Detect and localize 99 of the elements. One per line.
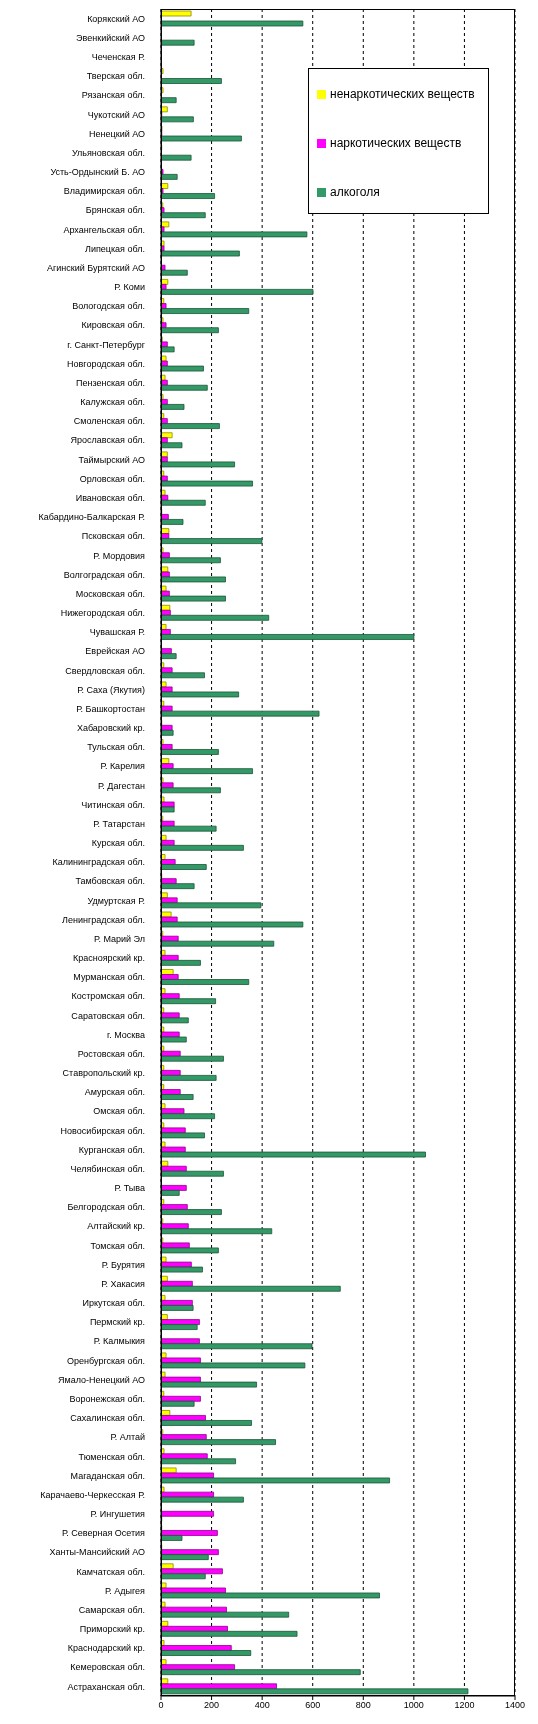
y-tick-label: Пензенская обл.	[76, 377, 145, 388]
y-tick-label: Челябинская обл.	[70, 1163, 145, 1174]
y-tick-label: Красноярский кр.	[72, 953, 145, 964]
y-tick-label: Сахалинская обл.	[70, 1413, 145, 1424]
y-tick-label: Р. Адыгея	[105, 1585, 146, 1596]
y-tick-label: Усть-Ордынский Б. АО	[50, 167, 145, 178]
x-tick-label: 0	[158, 1700, 164, 1711]
y-tick-label: Владимирская обл.	[63, 186, 145, 197]
y-tick-label: Омская обл.	[93, 1106, 145, 1117]
y-tick-label: Ростовская обл.	[77, 1048, 145, 1059]
y-tick-label: Р. Калмыкия	[93, 1336, 146, 1347]
y-tick-label: Корякский АО	[87, 13, 145, 24]
y-tick-label: Архангельская обл.	[63, 224, 145, 235]
y-tick-label: Р. Алтай	[110, 1432, 145, 1443]
y-tick-label: Кемеровская обл.	[70, 1662, 145, 1673]
y-tick-label: Ненецкий АО	[89, 128, 145, 139]
y-tick-label: Агинский Бурятский АО	[47, 262, 145, 273]
legend-label: наркотических веществ	[330, 136, 462, 150]
y-tick-label: Мурманская обл.	[73, 972, 145, 983]
y-tick-label: Чеченская Р.	[91, 52, 145, 63]
legend-label: алкоголя	[330, 185, 380, 199]
y-tick-label: Р. Тыва	[114, 1183, 145, 1194]
y-tick-label: Р. Карелия	[100, 761, 146, 772]
x-tick-label: 1400	[504, 1700, 526, 1711]
y-tick-label: Иркутская обл.	[82, 1298, 145, 1309]
y-tick-label: Чукотский АО	[87, 109, 145, 120]
y-tick-label: Вологодская обл.	[72, 301, 145, 312]
y-tick-label: Московская обл.	[75, 588, 145, 599]
y-tick-label: Приморский кр.	[79, 1624, 145, 1635]
y-tick-label: Ставропольский кр.	[62, 1068, 145, 1079]
y-tick-label: Тульская обл.	[87, 742, 145, 753]
y-tick-label: Ямало-Ненецкий АО	[58, 1374, 145, 1385]
y-tick-label: Нижегородская обл.	[60, 608, 145, 619]
y-tick-label: Ханты-Мансийский АО	[49, 1547, 145, 1558]
y-tick-label: Брянская обл.	[85, 205, 145, 216]
y-tick-label: Р. Татарстан	[93, 818, 146, 829]
y-tick-label: Новосибирская обл.	[60, 1125, 145, 1136]
y-tick-label: Белгородская обл.	[67, 1202, 145, 1213]
y-tick-label: Алтайский кр.	[87, 1221, 145, 1232]
y-tick-label: Астраханская обл.	[67, 1681, 145, 1692]
y-tick-label: Рязанская обл.	[81, 90, 145, 101]
y-tick-label: Камчатская обл.	[76, 1566, 145, 1577]
y-tick-label: Костромская обл.	[71, 991, 145, 1002]
y-tick-label: Ленинградская обл.	[62, 914, 145, 925]
y-tick-label: Калининградская обл.	[52, 857, 145, 868]
y-tick-label: Кировская обл.	[81, 320, 145, 331]
y-tick-label: Р. Башкортостан	[76, 703, 146, 714]
x-tick-label: 800	[355, 1700, 371, 1711]
y-tick-label: Карачаево-Черкесская Р.	[40, 1489, 145, 1500]
y-tick-label: Р. Коми	[114, 282, 145, 293]
y-tick-label: Р. Ингушетия	[90, 1509, 146, 1520]
y-tick-label: Р. Бурятия	[101, 1259, 146, 1270]
y-tick-label: Самарская обл.	[78, 1604, 145, 1615]
x-tick-label: 200	[204, 1700, 220, 1711]
y-tick-label: Р. Северная Осетия	[61, 1528, 146, 1539]
y-tick-label: Читинская обл.	[81, 799, 145, 810]
y-tick-label: Удмуртская Р.	[87, 895, 145, 906]
y-tick-label: Р. Хакасия	[101, 1278, 146, 1289]
y-tick-label: Краснодарский кр.	[67, 1643, 145, 1654]
y-tick-label: Р. Дагестан	[98, 780, 146, 791]
y-tick-label: Чувашская Р.	[89, 627, 145, 638]
y-tick-label: Еврейская АО	[85, 646, 145, 657]
y-tick-label: Тюменская обл.	[78, 1451, 145, 1462]
y-tick-label: Оренбургская обл.	[67, 1355, 145, 1366]
x-tick-label: 400	[254, 1700, 270, 1711]
y-tick-label: Ярославская обл.	[70, 435, 145, 446]
y-tick-label: Тамбовская обл.	[75, 876, 145, 887]
y-tick-label: Пермский кр.	[89, 1317, 145, 1328]
y-tick-label: Р. Марий Эл	[94, 933, 145, 944]
y-tick-label: г. Санкт-Петербург	[67, 339, 146, 350]
y-tick-label: Кабардино-Балкарская Р.	[38, 512, 145, 523]
y-tick-label: Липецкая обл.	[85, 243, 145, 254]
y-tick-label: Саратовская обл.	[71, 1010, 145, 1021]
y-tick-label: Р. Мордовия	[93, 550, 146, 561]
y-tick-label: Курганская обл.	[78, 1144, 145, 1155]
y-tick-label: Новгородская обл.	[67, 358, 145, 369]
y-tick-label: г. Москва	[107, 1029, 145, 1040]
legend-label: ненаркотических веществ	[330, 87, 475, 101]
y-tick-label: Курская обл.	[91, 838, 145, 849]
y-tick-label: Орловская обл.	[79, 473, 145, 484]
y-tick-label: Волгоградская обл.	[63, 569, 145, 580]
x-tick-label: 1200	[454, 1700, 475, 1711]
y-tick-label: Р. Саха (Якутия)	[77, 684, 145, 695]
y-tick-label: Таймырский АО	[78, 454, 145, 465]
y-tick-label: Эвенкийский АО	[76, 32, 145, 43]
y-tick-label: Томская обл.	[90, 1240, 145, 1251]
y-tick-label: Хабаровский кр.	[76, 723, 145, 734]
y-tick-label: Смоленская обл.	[73, 416, 145, 427]
y-tick-label: Калужская обл.	[80, 397, 145, 408]
y-tick-label: Свердловская обл.	[65, 665, 145, 676]
y-tick-label: Псковская обл.	[81, 531, 145, 542]
x-tick-label: 600	[305, 1700, 321, 1711]
y-tick-label: Амурская обл.	[84, 1087, 145, 1098]
y-tick-label: Ивановская обл.	[75, 493, 145, 503]
y-tick-label: Ульяновская обл.	[71, 147, 145, 158]
x-tick-label: 1000	[403, 1700, 424, 1711]
y-tick-label: Тверская обл.	[86, 71, 145, 82]
y-tick-label: Воронежская обл.	[69, 1394, 145, 1405]
y-tick-label: Магаданская обл.	[70, 1470, 145, 1481]
